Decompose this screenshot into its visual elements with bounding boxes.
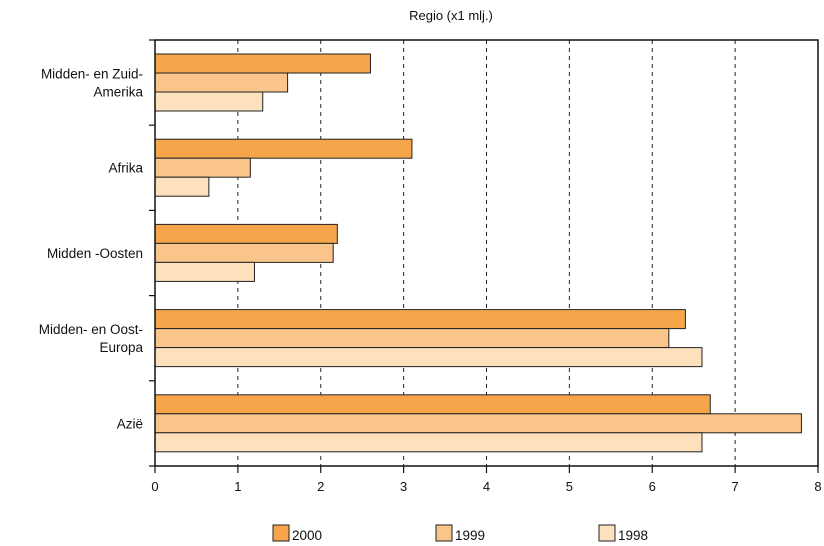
x-tick-label: 8 xyxy=(814,479,821,494)
x-tick-label: 7 xyxy=(732,479,739,494)
bar xyxy=(154,157,251,178)
bar xyxy=(154,261,255,282)
bar xyxy=(154,176,210,197)
bar xyxy=(154,413,802,434)
x-tick-label: 4 xyxy=(483,479,490,494)
chart-title: Regio (x1 mlj.) xyxy=(409,8,493,23)
bar xyxy=(154,72,289,93)
legend-swatch xyxy=(435,524,453,542)
bar xyxy=(154,328,670,349)
category-label: Midden- en Zuid- xyxy=(41,67,143,82)
bar xyxy=(154,53,371,74)
axes xyxy=(149,39,819,473)
labels: 0 1 2 3 4 5 6 7 8 Midden- en Zuid- Amerika Afrika Mi… xyxy=(39,67,822,495)
x-tick-label: 6 xyxy=(649,479,656,494)
legend-label: 1998 xyxy=(618,528,648,543)
category-label: Afrika xyxy=(108,161,143,176)
bar xyxy=(154,394,711,415)
legend-swatch xyxy=(272,524,290,542)
bar xyxy=(154,347,703,368)
bars xyxy=(154,53,802,453)
legend-label: 2000 xyxy=(292,528,322,543)
legend-label: 1999 xyxy=(455,528,485,543)
x-tick-label: 2 xyxy=(317,479,324,494)
category-label: Midden- en Oost- xyxy=(39,322,143,337)
x-tick-label: 0 xyxy=(151,479,158,494)
bar xyxy=(154,242,334,263)
x-tick-label: 1 xyxy=(234,479,241,494)
category-label: Midden -Oosten xyxy=(47,246,143,261)
bar xyxy=(154,309,686,330)
x-tick-label: 5 xyxy=(566,479,573,494)
legend-swatch xyxy=(598,524,616,542)
x-tick-label: 3 xyxy=(400,479,407,494)
category-label: Azië xyxy=(117,416,143,431)
category-label: Amerika xyxy=(93,85,143,100)
bar xyxy=(154,223,338,244)
category-label: Europa xyxy=(99,340,143,355)
bar xyxy=(154,91,264,112)
bar xyxy=(154,138,413,159)
legend: 2000 1999 1998 xyxy=(272,524,648,543)
bar xyxy=(154,432,703,453)
